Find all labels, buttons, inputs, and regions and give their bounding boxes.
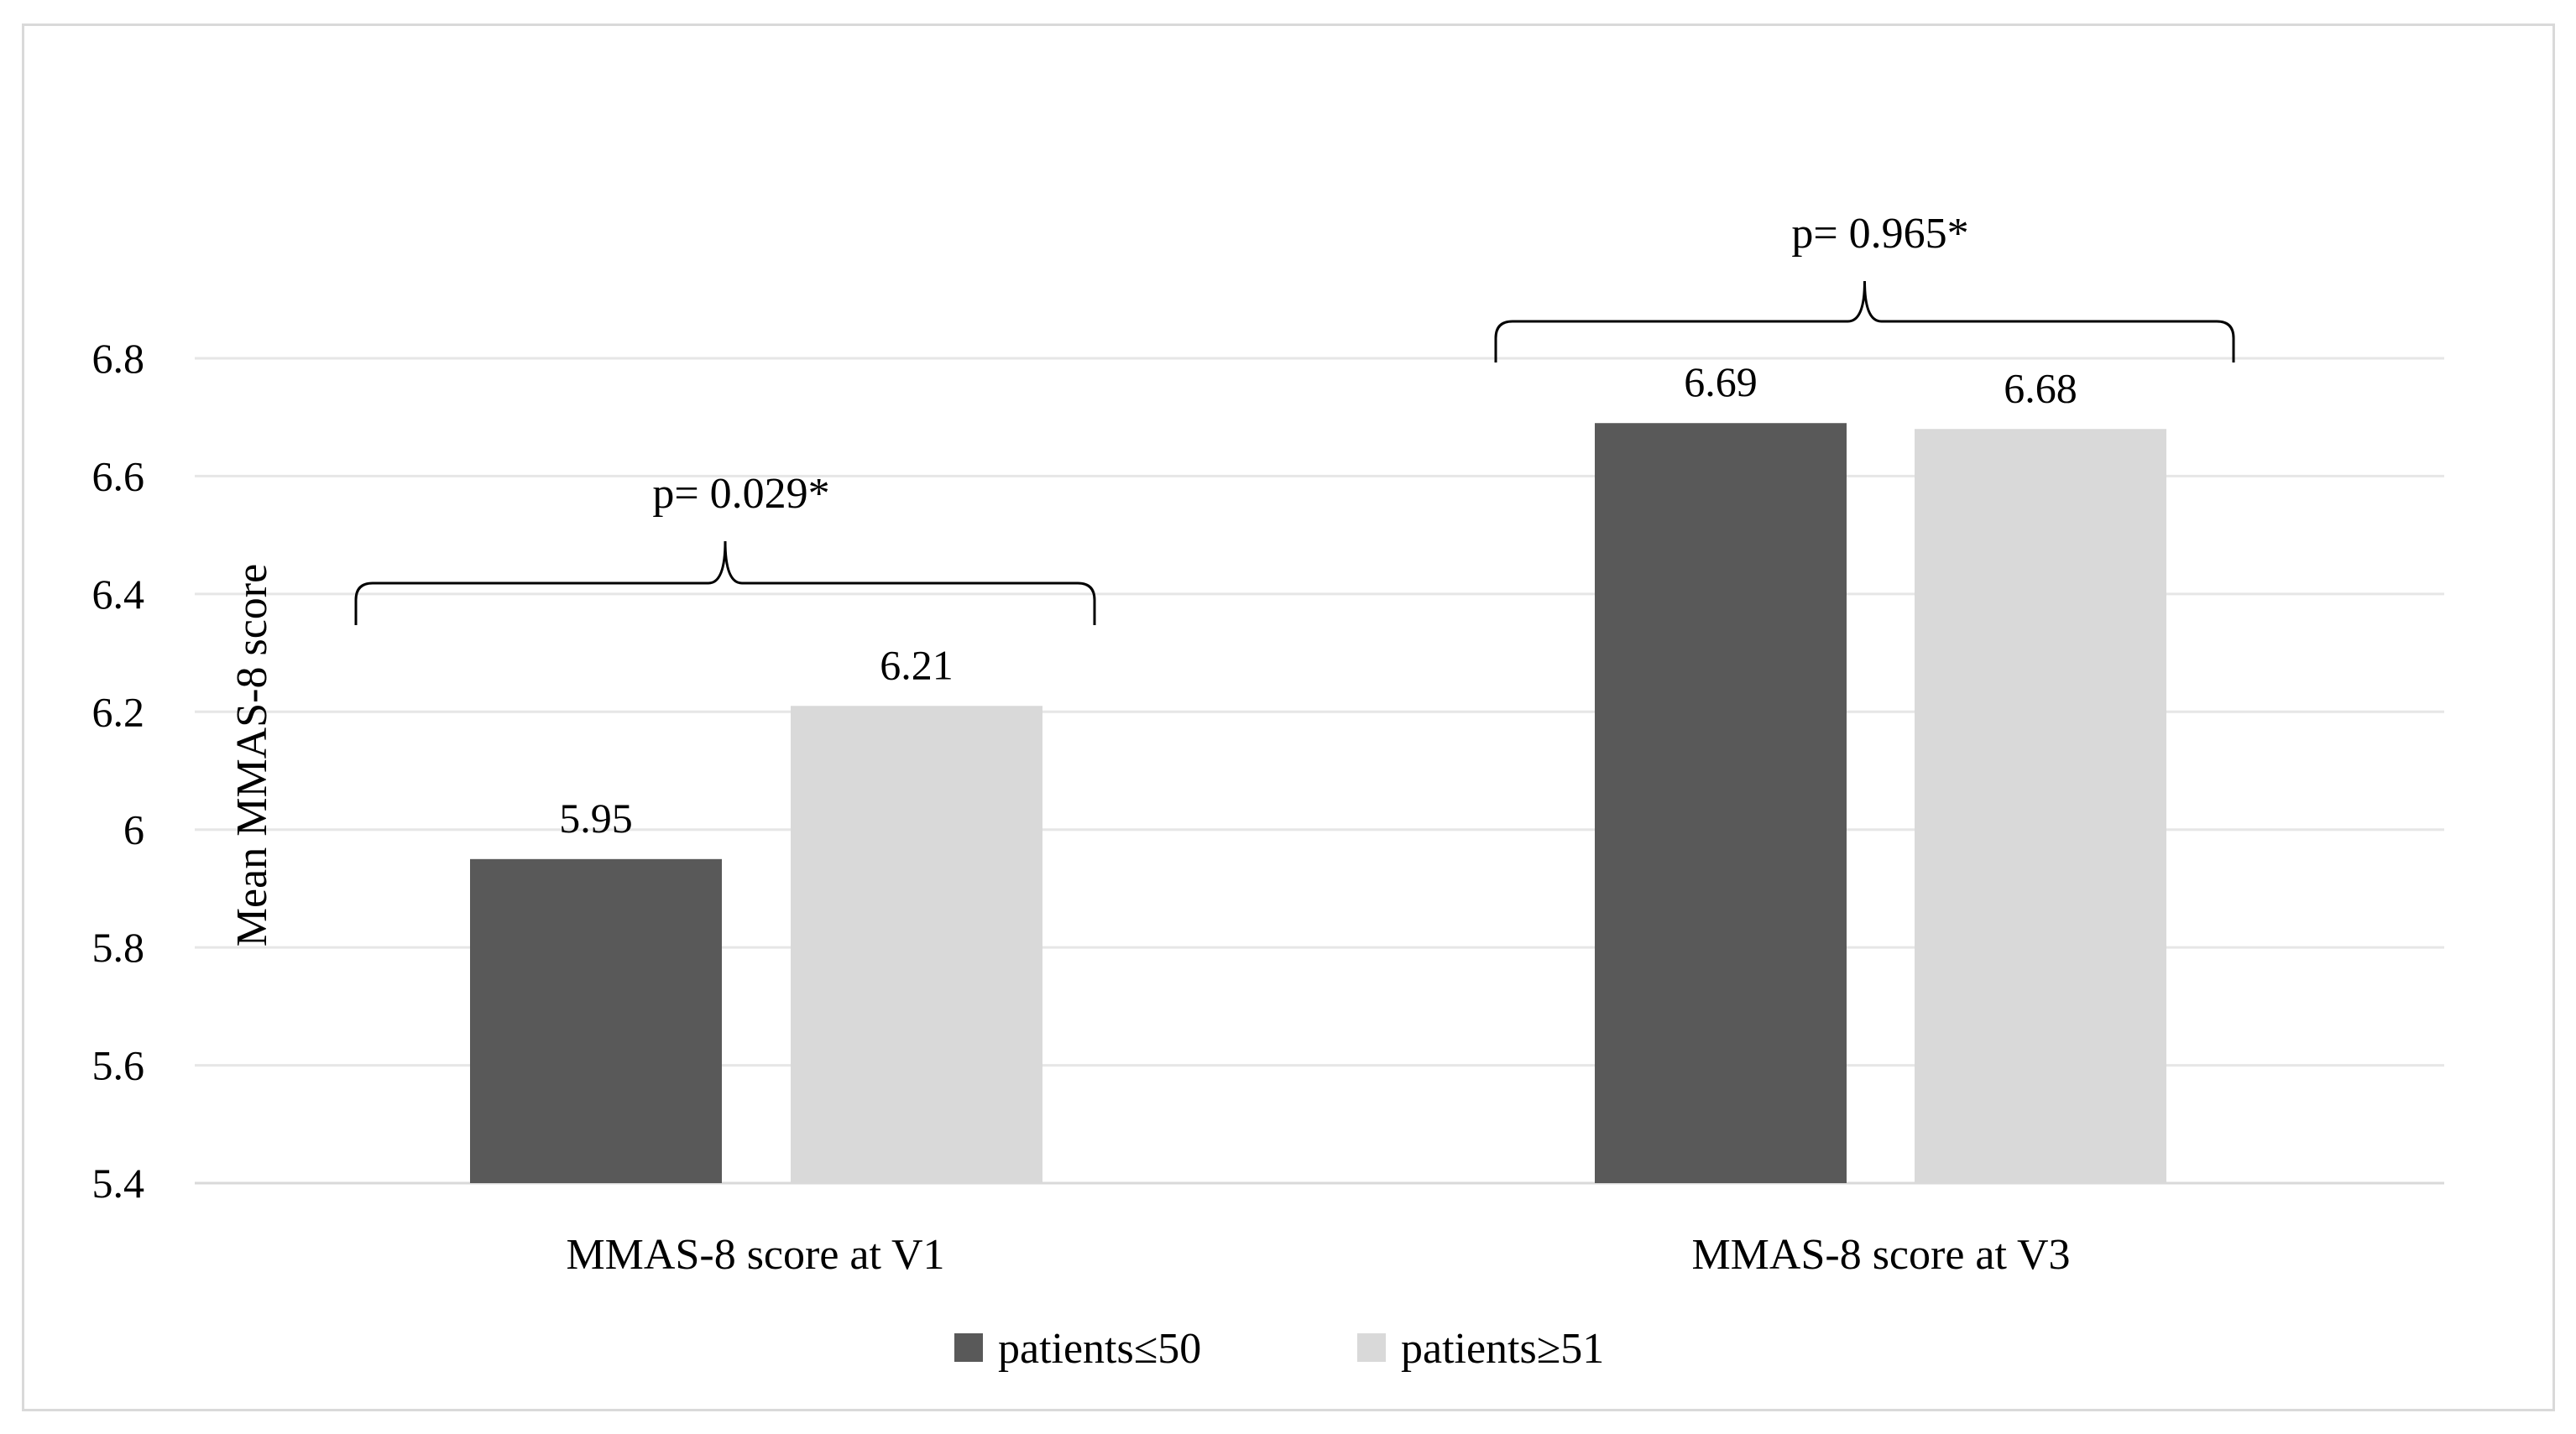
bar-value-label: 5.95: [559, 795, 633, 842]
y-tick-label: 5.6: [92, 1042, 145, 1089]
x-category-label: MMAS-8 score at V1: [566, 1231, 944, 1279]
y-axis-ticks: 5.4 5.6 5.8 6 6.2 6.4 6.6 6.8: [92, 335, 145, 1207]
legend: patients≤50 patients≥51: [954, 1325, 1604, 1373]
y-tick-label: 6.6: [92, 452, 145, 499]
bar-value-label: 6.21: [880, 641, 954, 688]
bar-value-label: 6.68: [2004, 364, 2077, 411]
y-tick-label: 6: [123, 806, 144, 853]
bar: [1915, 429, 2166, 1183]
p-value-annotation: p= 0.029*: [652, 470, 829, 518]
bar-value-labels: 5.95 6.69 6.21 6.68: [559, 358, 2077, 842]
y-tick-label: 6.2: [92, 688, 145, 735]
significance-bracket: [1494, 280, 2235, 362]
p-value-annotation: p= 0.965*: [1791, 210, 1968, 258]
significance-bracket: [354, 540, 1096, 625]
bar-value-label: 6.69: [1684, 358, 1758, 405]
x-axis-categories: MMAS-8 score at V1 MMAS-8 score at V3: [566, 1231, 2070, 1279]
y-tick-label: 5.8: [92, 924, 145, 971]
legend-swatch: [1357, 1333, 1386, 1362]
significance-brackets: p= 0.029* p= 0.965*: [354, 210, 2235, 625]
legend-label: patients≥51: [1401, 1325, 1604, 1373]
legend-label: patients≤50: [998, 1325, 1201, 1373]
bar: [1595, 423, 1847, 1183]
y-tick-label: 6.8: [92, 335, 145, 382]
y-tick-label: 5.4: [92, 1160, 145, 1207]
y-tick-label: 6.4: [92, 571, 145, 618]
x-category-label: MMAS-8 score at V3: [1691, 1231, 2070, 1279]
bars: [470, 423, 2166, 1183]
y-axis-title: Mean MMAS-8 score: [228, 564, 276, 946]
legend-swatch: [954, 1333, 983, 1362]
bar: [791, 706, 1042, 1183]
bar: [470, 858, 722, 1183]
